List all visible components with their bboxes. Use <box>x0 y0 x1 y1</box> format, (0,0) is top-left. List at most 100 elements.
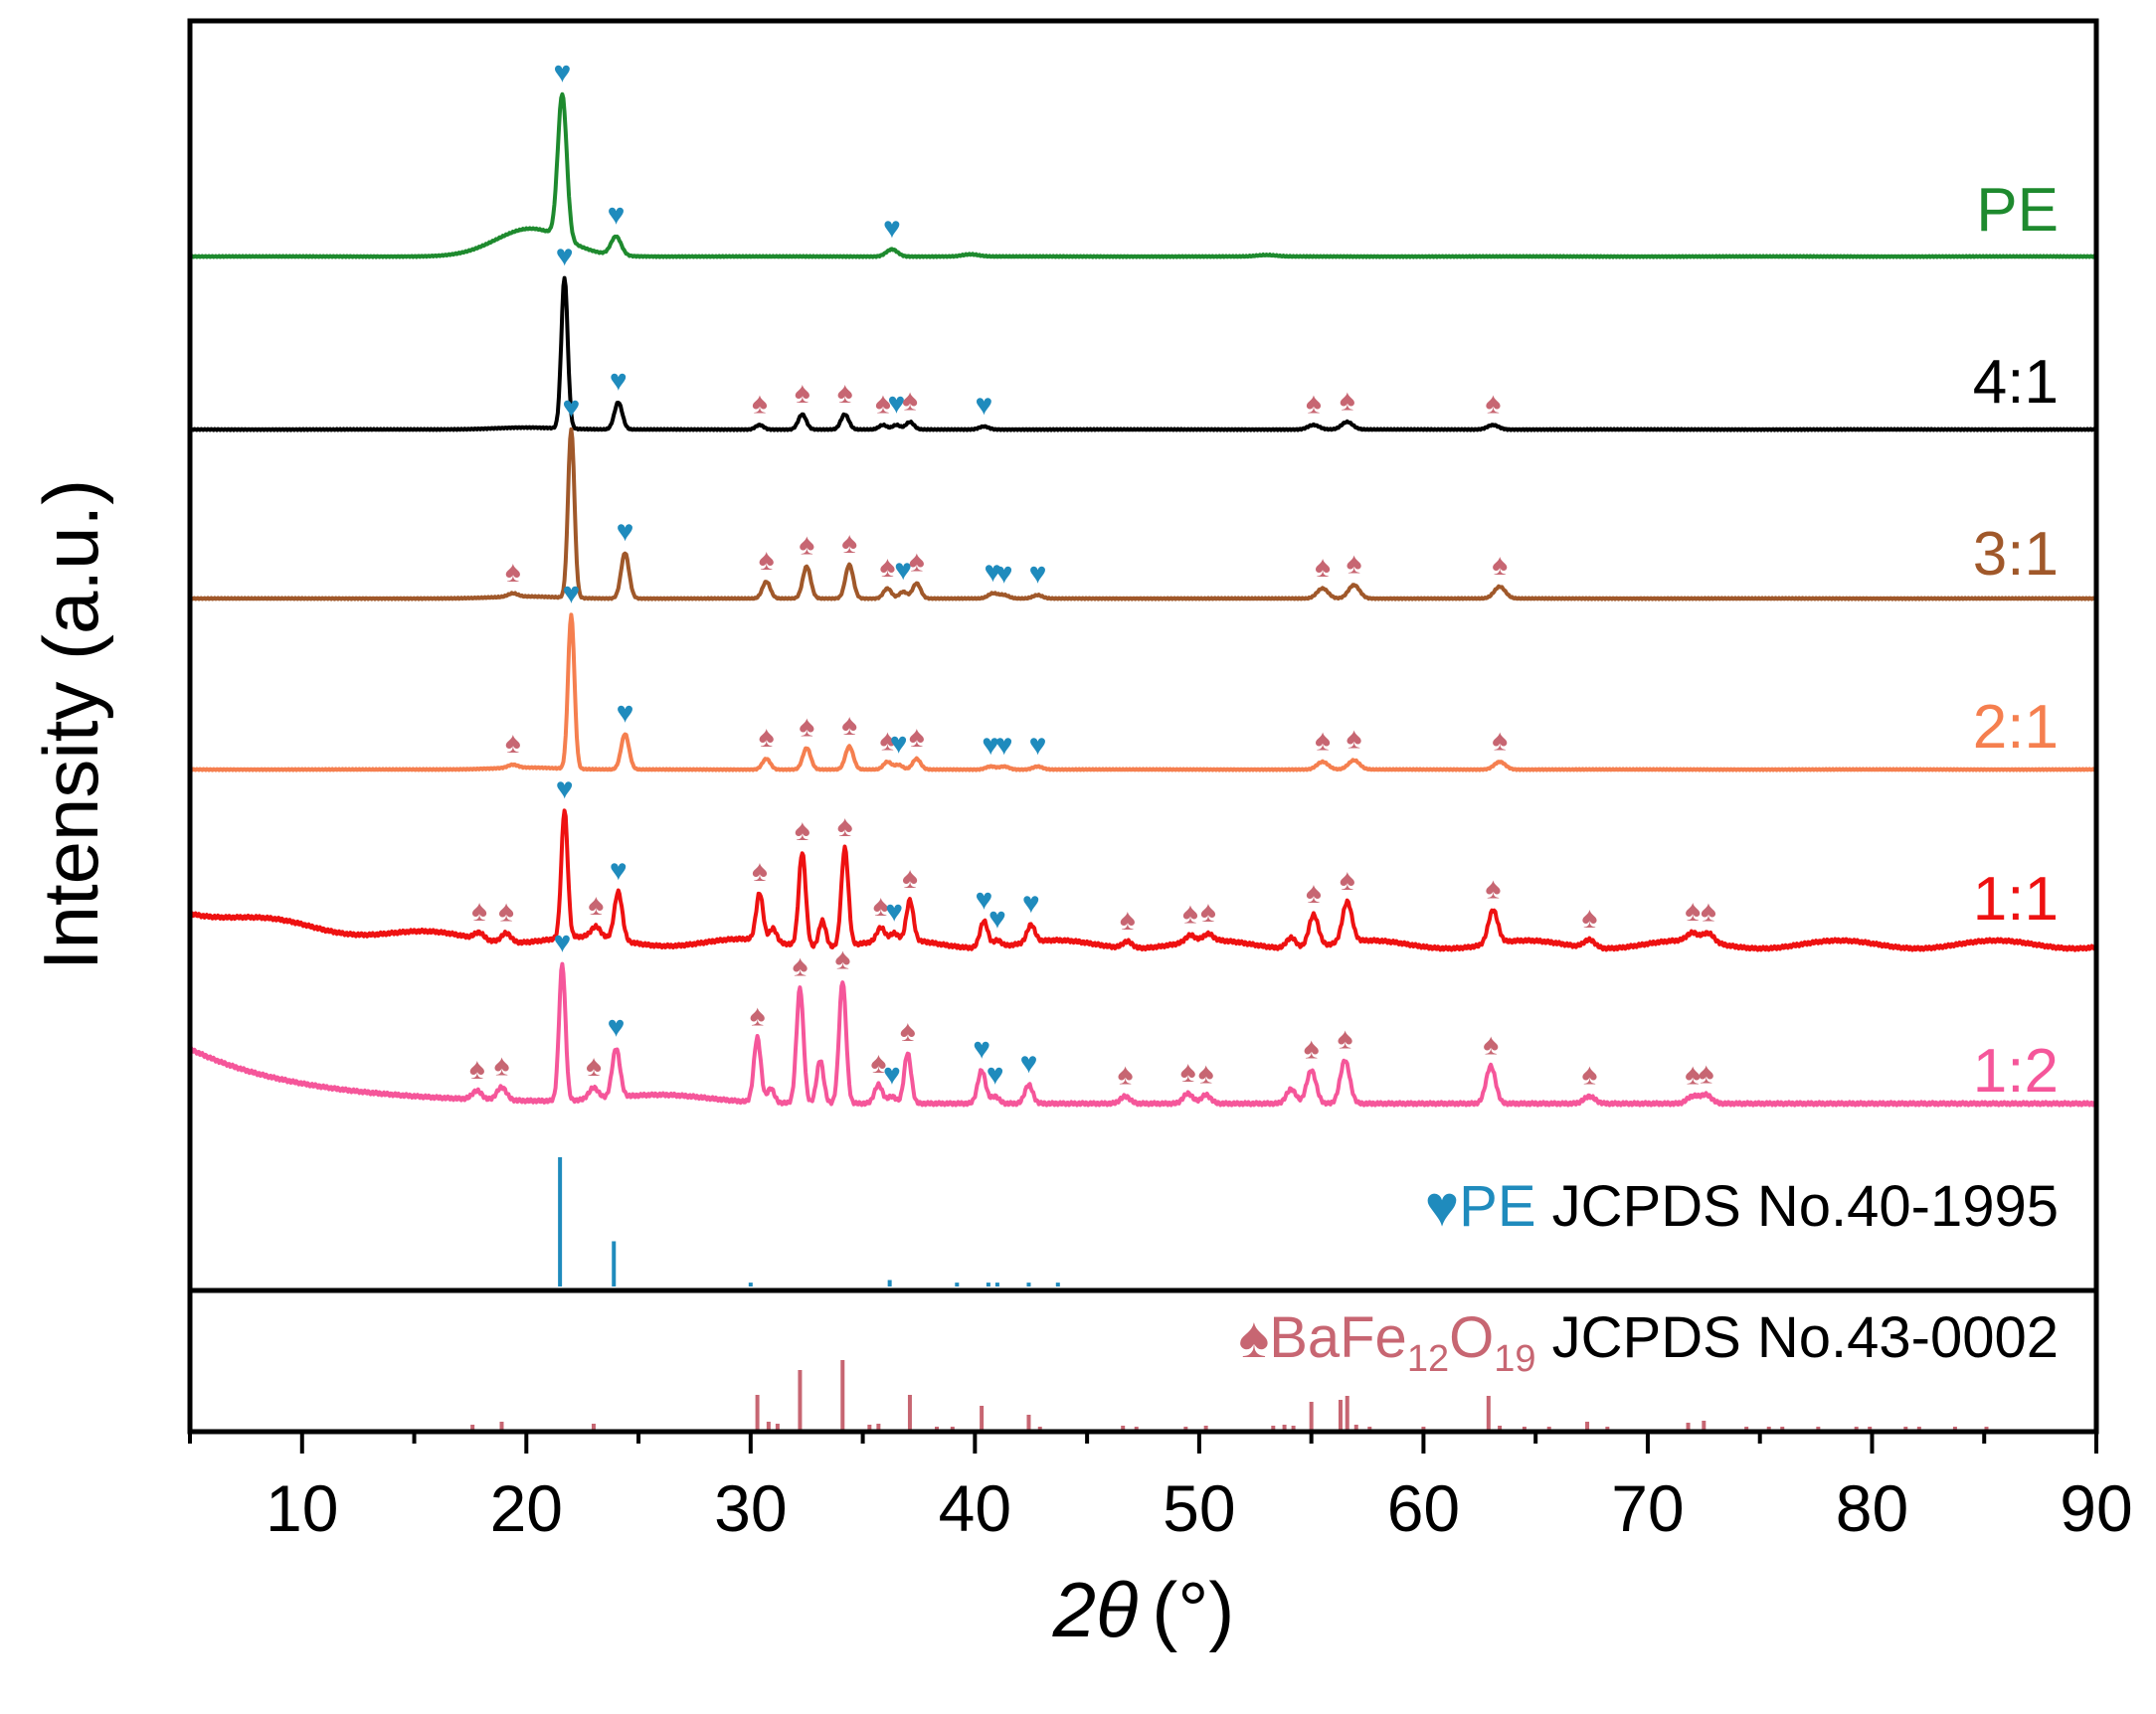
heart-peak-marker-icon: ♥ <box>894 554 912 587</box>
spade-peak-marker-icon: ♠ <box>873 890 889 923</box>
x-tick-label: 30 <box>714 1471 787 1545</box>
spade-peak-marker-icon: ♠ <box>795 377 810 410</box>
spade-peak-marker-icon: ♠ <box>494 1050 510 1083</box>
spade-peak-marker-icon: ♠ <box>1483 1028 1499 1061</box>
heart-peak-marker-icon: ♥ <box>885 896 903 929</box>
spade-peak-marker-icon: ♠ <box>870 1047 886 1080</box>
spade-peak-marker-icon: ♠ <box>900 1015 916 1048</box>
heart-peak-marker-icon: ♥ <box>988 903 1006 936</box>
series-label-4-1: 4:1 <box>1973 348 2059 417</box>
x-tick-label: 60 <box>1387 1471 1460 1545</box>
spade-peak-marker-icon: ♠ <box>1485 872 1501 905</box>
spade-peak-marker-icon: ♠ <box>1180 1056 1196 1089</box>
spade-peak-marker-icon: ♠ <box>1492 724 1508 757</box>
spade-peak-marker-icon: ♠ <box>1685 1059 1701 1092</box>
x-tick-label: 70 <box>1611 1471 1684 1545</box>
heart-peak-marker-icon: ♥ <box>888 387 906 420</box>
spade-peak-marker-icon: ♠ <box>1306 877 1322 910</box>
spade-peak-marker-icon: ♠ <box>841 527 857 560</box>
heart-peak-marker-icon: ♥ <box>973 1033 990 1066</box>
heart-peak-marker-icon: ♥ <box>610 365 628 398</box>
heart-peak-marker-icon: ♥ <box>1029 558 1047 591</box>
heart-peak-marker-icon: ♥ <box>553 926 571 958</box>
x-tick-label: 90 <box>2060 1471 2132 1545</box>
series-label-1-1: 1:1 <box>1973 865 2059 934</box>
spade-peak-marker-icon: ♠ <box>586 1050 602 1083</box>
trace-1-2 <box>188 961 2098 1108</box>
spade-peak-marker-icon: ♠ <box>902 862 918 895</box>
heart-peak-marker-icon: ♥ <box>608 199 626 232</box>
heart-peak-marker-icon: ♥ <box>995 558 1013 591</box>
series-label-1-2: 1:2 <box>1973 1037 2059 1106</box>
spade-peak-marker-icon: ♠ <box>1581 1059 1597 1092</box>
heart-peak-marker-icon: ♥ <box>1029 729 1047 762</box>
trace-3-1 <box>189 427 2098 601</box>
spade-peak-marker-icon: ♠ <box>750 999 766 1032</box>
spade-peak-marker-icon: ♠ <box>799 710 814 743</box>
spade-peak-marker-icon: ♠ <box>879 724 895 757</box>
x-tick-label: 40 <box>939 1471 1011 1545</box>
heart-peak-marker-icon: ♥ <box>617 515 634 548</box>
spade-peak-marker-icon: ♠ <box>1306 387 1322 420</box>
x-axis-tick-labels: 10 20 30 40 50 60 70 80 90 <box>266 1471 2133 1545</box>
series-label-PE: PE <box>1976 176 2059 245</box>
bafe12o19-reference-pattern <box>470 1360 1989 1430</box>
spade-peak-marker-icon: ♠ <box>505 727 521 760</box>
spade-peak-marker-icon: ♠ <box>1347 723 1362 756</box>
spade-peak-marker-icon: ♠ <box>1581 902 1597 935</box>
spade-peak-marker-icon: ♠ <box>841 709 857 742</box>
spade-peak-marker-icon: ♠ <box>759 721 775 754</box>
pe-reference-pattern <box>558 1157 1060 1286</box>
bafe12o19-reference-legend: ♠BaFe12O19 JCPDS No.43-0002 <box>1238 1305 2059 1380</box>
xrd-traces <box>188 91 2098 1108</box>
spade-peak-marker-icon: ♠ <box>799 529 814 562</box>
spade-peak-marker-icon: ♠ <box>588 889 604 922</box>
heart-peak-marker-icon: ♥ <box>995 729 1013 762</box>
lower-plot-frame <box>187 1287 2099 1435</box>
trace-1-1 <box>188 808 2097 952</box>
spade-peak-marker-icon: ♠ <box>498 896 514 929</box>
heart-peak-marker-icon: ♥ <box>553 56 571 88</box>
heart-peak-marker-icon: ♥ <box>562 391 580 424</box>
trace-PE <box>189 91 2098 259</box>
spade-peak-marker-icon: ♠ <box>1198 1057 1214 1090</box>
heart-peak-marker-icon: ♥ <box>1022 887 1040 920</box>
series-label-2-1: 2:1 <box>1973 693 2059 762</box>
y-axis-title: Intensity (a.u.) <box>27 479 114 970</box>
spade-peak-marker-icon: ♠ <box>1340 384 1355 417</box>
heart-peak-marker-icon: ♥ <box>975 883 992 916</box>
spade-peak-marker-icon: ♠ <box>834 943 850 976</box>
x-tick-label: 10 <box>266 1471 338 1545</box>
peak-markers: ♥♥ ♥♥♥♠ ♠ ♠ ♠♥♠ ♥ ♠ ♠ ♠♠♥♥♠ ♠ ♠♠♥♠ ♥♥ ♥ ♠ ♠ ♠♠♥♥♠ ♠ ♠ ♠♥ ♠ ♥… <box>469 56 1716 1091</box>
spade-peak-marker-icon: ♠ <box>1492 549 1508 582</box>
spade-peak-marker-icon: ♠ <box>469 1053 485 1086</box>
x-axis-title: 2θ (°) <box>1052 1566 1235 1653</box>
spade-peak-marker-icon: ♠ <box>752 387 768 420</box>
x-tick-label: 50 <box>1163 1471 1235 1545</box>
spade-peak-marker-icon: ♠ <box>875 387 891 420</box>
pe-reference-legend: ♥PE JCPDS No.40-1995 <box>1425 1174 2059 1239</box>
spade-peak-marker-icon: ♠ <box>909 721 925 754</box>
heart-marker-icon: ♥ <box>1425 1174 1459 1239</box>
heart-peak-marker-icon: ♥ <box>987 1059 1004 1092</box>
spade-peak-marker-icon: ♠ <box>505 556 521 589</box>
spade-peak-marker-icon: ♠ <box>752 855 768 888</box>
spade-peak-marker-icon: ♠ <box>1701 895 1716 928</box>
heart-peak-marker-icon: ♥ <box>982 729 999 762</box>
spade-peak-marker-icon: ♠ <box>1315 724 1331 757</box>
spade-peak-marker-icon: ♠ <box>1200 896 1216 929</box>
heart-peak-marker-icon: ♥ <box>562 577 580 609</box>
spade-peak-marker-icon: ♠ <box>1182 898 1198 931</box>
spade-peak-marker-icon: ♠ <box>1685 895 1701 928</box>
series-label-3-1: 3:1 <box>1973 520 2059 589</box>
spade-peak-marker-icon: ♠ <box>1485 387 1501 420</box>
spade-peak-marker-icon: ♠ <box>837 377 853 410</box>
heart-peak-marker-icon: ♥ <box>890 727 908 760</box>
x-tick-label: 20 <box>490 1471 563 1545</box>
heart-peak-marker-icon: ♥ <box>610 854 628 887</box>
spade-peak-marker-icon: ♠ <box>879 551 895 584</box>
spade-peak-marker-icon: ♠ <box>1304 1033 1320 1066</box>
heart-peak-marker-icon: ♥ <box>883 1059 901 1092</box>
spade-peak-marker-icon: ♠ <box>1117 1059 1133 1092</box>
